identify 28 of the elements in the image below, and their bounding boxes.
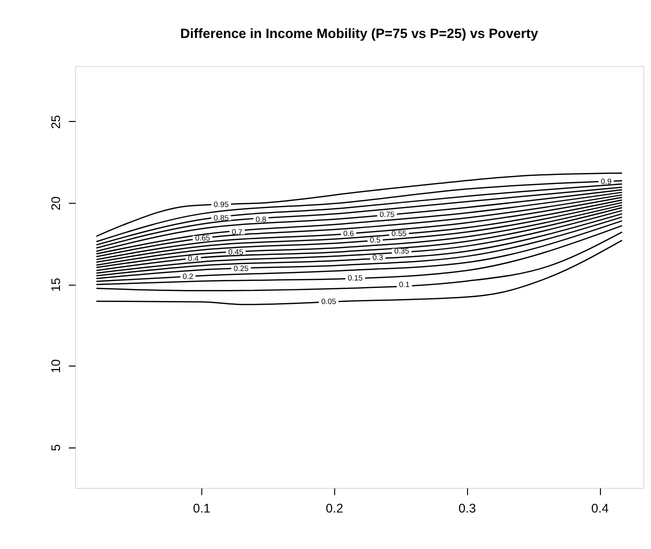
series-label: 0.4 (188, 254, 200, 264)
series-label: 0.7 (232, 227, 242, 236)
series-label: 0.15 (348, 273, 363, 282)
series-label: 0.1 (399, 280, 410, 290)
series-label: 0.5 (370, 235, 380, 244)
series-label: 0.2 (182, 272, 194, 281)
series-label: 0.45 (228, 248, 244, 257)
series-label: 0.3 (372, 253, 384, 262)
series-label: 0.25 (234, 264, 249, 273)
series-label: 0.65 (195, 234, 210, 243)
x-tick-label: 0.1 (193, 501, 210, 516)
chart-title: Difference in Income Mobility (P=75 vs P=25) vs Poverty (180, 26, 539, 42)
y-tick-label: 20 (49, 196, 64, 210)
series-label: 0.95 (214, 200, 229, 209)
series-label: 0.9 (600, 177, 612, 186)
series-label: 0.8 (256, 214, 266, 224)
y-tick-label: 10 (49, 359, 64, 374)
series-label: 0.55 (392, 229, 407, 238)
series-label: 0.05 (321, 297, 336, 306)
x-tick-label: 0.3 (458, 501, 476, 516)
y-tick-label: 5 (49, 444, 64, 452)
x-tick-label: 0.4 (591, 501, 609, 516)
series-label: 0.6 (343, 229, 354, 238)
y-tick-label: 15 (49, 278, 64, 292)
series-label: 0.85 (214, 213, 229, 222)
y-tick-label: 25 (49, 114, 64, 129)
series-label: 0.75 (380, 210, 395, 220)
x-tick-label: 0.2 (326, 501, 344, 516)
